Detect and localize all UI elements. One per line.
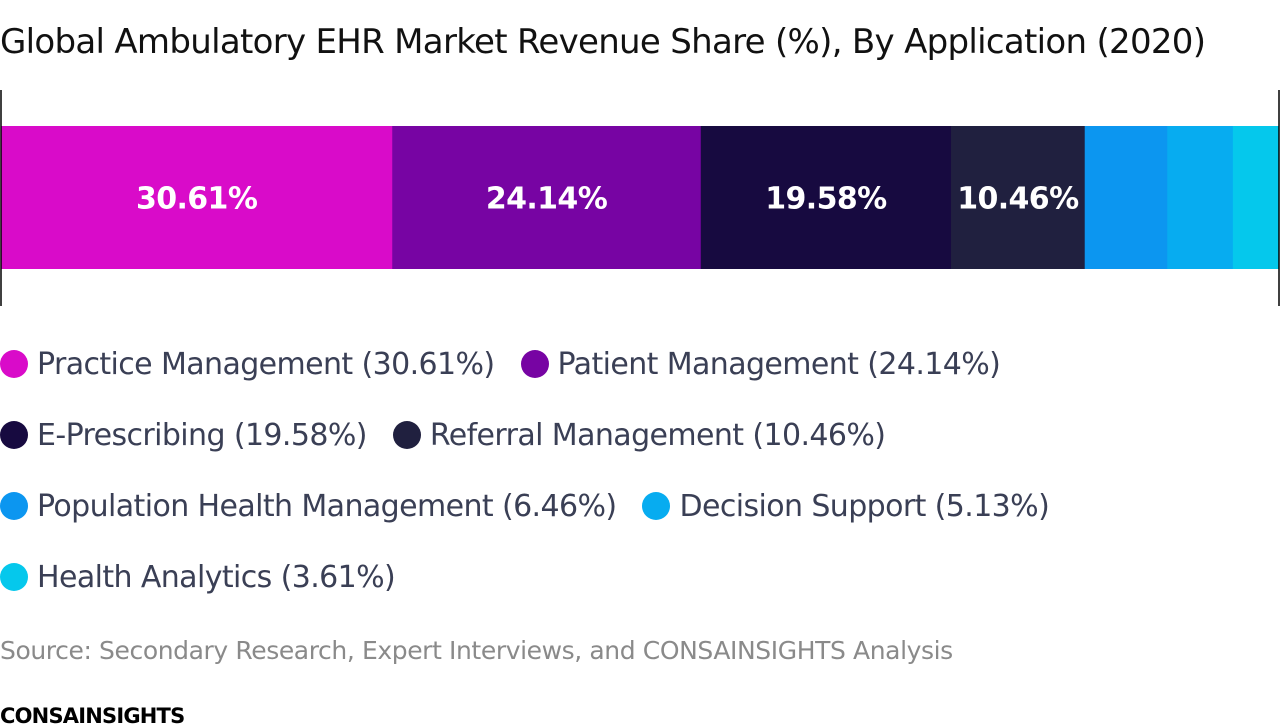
bar-segment-patient-management <box>392 126 702 269</box>
bar-segment-decision-support <box>1167 126 1234 269</box>
legend-label: E-Prescribing (19.58%) <box>37 417 367 453</box>
data-label-patient-management: 24.14% <box>486 182 608 217</box>
source-note: Source: Secondary Research, Expert Inter… <box>0 636 953 665</box>
legend-item-population-health-management[interactable]: Population Health Management (6.46%) <box>0 482 617 530</box>
legend-label: Population Health Management (6.46%) <box>37 488 617 524</box>
legend-label: Health Analytics (3.61%) <box>37 559 396 595</box>
legend-swatch <box>0 563 28 591</box>
legend-swatch <box>0 350 28 378</box>
stacked-bar-chart: 30.61% 24.14% 19.58% 10.46% <box>0 90 1280 306</box>
data-label-referral-management: 10.46% <box>957 182 1079 217</box>
legend-label: Patient Management (24.14%) <box>557 346 1001 382</box>
legend-item-patient-management[interactable]: Patient Management (24.14%) <box>520 340 1001 388</box>
legend-swatch <box>642 492 671 520</box>
legend-swatch <box>0 421 28 449</box>
legend-item-referral-management[interactable]: Referral Management (10.46%) <box>392 411 886 459</box>
legend-row: Health Analytics (3.61%) <box>0 553 1240 624</box>
bar-segment-practice-management <box>1 126 393 269</box>
legend-row: E-Prescribing (19.58%) Referral Manageme… <box>0 411 1240 482</box>
chart-title: Global Ambulatory EHR Market Revenue Sha… <box>0 22 1206 62</box>
legend-item-health-analytics[interactable]: Health Analytics (3.61%) <box>0 553 396 601</box>
legend-item-e-prescribing[interactable]: E-Prescribing (19.58%) <box>0 411 367 459</box>
legend-row: Population Health Management (6.46%) Dec… <box>0 482 1240 553</box>
legend-swatch <box>0 492 28 520</box>
bar-segment-population-health-management <box>1084 126 1168 269</box>
bar-segment-e-prescribing <box>700 126 952 269</box>
chart-legend: Practice Management (30.61%) Patient Man… <box>0 340 1240 624</box>
brand-logo-text: CONSAINSIGHTS <box>0 704 185 728</box>
data-label-practice-management: 30.61% <box>136 182 258 217</box>
legend-label: Decision Support (5.13%) <box>679 488 1050 524</box>
legend-row: Practice Management (30.61%) Patient Man… <box>0 340 1240 411</box>
data-label-e-prescribing: 19.58% <box>765 182 887 217</box>
legend-swatch <box>520 350 549 378</box>
legend-label: Practice Management (30.61%) <box>37 346 495 382</box>
legend-label: Referral Management (10.46%) <box>429 417 886 453</box>
bar-segment-health-analytics <box>1232 126 1280 269</box>
bar-segment-referral-management <box>951 126 1086 269</box>
legend-swatch <box>392 421 421 449</box>
legend-item-decision-support[interactable]: Decision Support (5.13%) <box>642 482 1050 530</box>
legend-item-practice-management[interactable]: Practice Management (30.61%) <box>0 340 495 388</box>
